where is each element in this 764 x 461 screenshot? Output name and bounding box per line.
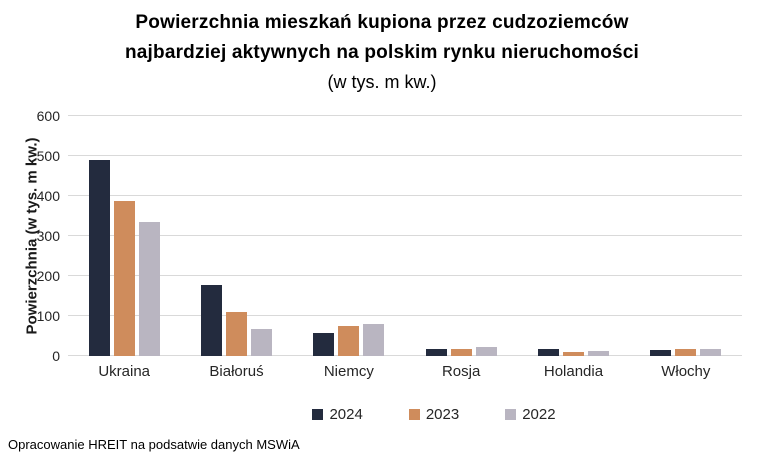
legend-item-2022: 2022 — [505, 406, 556, 423]
bar-ukraina-2023 — [113, 200, 135, 356]
bar-group-ukraina — [68, 116, 180, 356]
legend-item-2024: 2024 — [312, 406, 363, 423]
bar-białoruś-2024 — [200, 284, 222, 356]
chart-title: Powierzchnia mieszkań kupiona przez cudz… — [0, 8, 764, 97]
bar-group-rosja — [405, 116, 517, 356]
legend-swatch-icon — [505, 409, 517, 420]
bar-groups — [68, 116, 742, 356]
bar-holandia-2024 — [537, 348, 559, 356]
y-tick-200: 200 — [36, 267, 60, 284]
bar-rosja-2023 — [450, 349, 472, 356]
legend-label: 2022 — [522, 406, 556, 423]
bar-niemcy-2024 — [313, 333, 335, 356]
y-tick-0: 0 — [52, 348, 60, 364]
bar-rosja-2022 — [475, 347, 497, 356]
y-axis-tick-labels: 0 100 200 300 400 500 600 — [0, 108, 60, 364]
gridline-300 — [68, 235, 742, 236]
legend-label: 2024 — [329, 406, 363, 423]
chart-subtitle: (w tys. m kw.) — [327, 72, 437, 92]
bar-group-białoruś — [180, 116, 292, 356]
legend: 2024 2023 2022 — [68, 406, 742, 423]
x-label-ukraina: Ukraina — [98, 363, 150, 380]
x-label-niemcy: Niemcy — [323, 363, 374, 380]
legend-item-2023: 2023 — [408, 406, 460, 423]
x-label-białoruś: Białoruś — [209, 363, 264, 380]
bar-group-holandia — [517, 116, 629, 356]
y-tick-300: 300 — [36, 228, 60, 244]
bar-ukraina-2022 — [138, 222, 160, 356]
gridline-100 — [68, 315, 742, 317]
y-tick-100: 100 — [36, 308, 60, 324]
x-label-włochy: Włochy — [661, 363, 711, 380]
x-label-rosja: Rosja — [441, 363, 481, 380]
bar-niemcy-2022 — [363, 324, 385, 356]
bar-niemcy-2023 — [338, 326, 360, 356]
bar-holandia-2023 — [562, 352, 584, 356]
gridline-500 — [68, 155, 742, 156]
bar-włochy-2024 — [650, 350, 672, 356]
plot-area — [68, 115, 742, 356]
bar-białoruś-2022 — [250, 328, 272, 356]
chart-title-line1: Powierzchnia mieszkań kupiona przez cudz… — [135, 12, 629, 33]
gridline-0 — [68, 355, 742, 356]
bar-holandia-2022 — [587, 350, 609, 356]
bar-rosja-2024 — [425, 348, 447, 356]
bar-białoruś-2023 — [225, 311, 247, 356]
bar-włochy-2022 — [700, 349, 722, 356]
legend-label: 2023 — [425, 406, 460, 423]
y-tick-500: 500 — [36, 147, 60, 164]
gridline-400 — [68, 195, 742, 197]
bar-ukraina-2024 — [88, 160, 110, 356]
x-axis-labels: Ukraina Białoruś Niemcy Rosja Holandia Włochy — [68, 363, 742, 380]
y-tick-600: 600 — [36, 108, 60, 124]
y-tick-400: 400 — [36, 187, 60, 204]
bar-włochy-2023 — [675, 349, 697, 356]
source-note: Opracowanie HREIT na podsatwie danych MS… — [8, 437, 300, 452]
chart-title-line2: najbardziej aktywnych na polskim rynku n… — [124, 42, 640, 63]
bar-group-niemcy — [293, 116, 405, 356]
legend-swatch-icon — [312, 409, 324, 420]
legend-swatch-icon — [408, 409, 420, 420]
gridline-200 — [68, 275, 742, 277]
bar-group-włochy — [630, 116, 742, 356]
gridline-600 — [68, 115, 742, 116]
x-label-holandia: Holandia — [543, 363, 604, 380]
